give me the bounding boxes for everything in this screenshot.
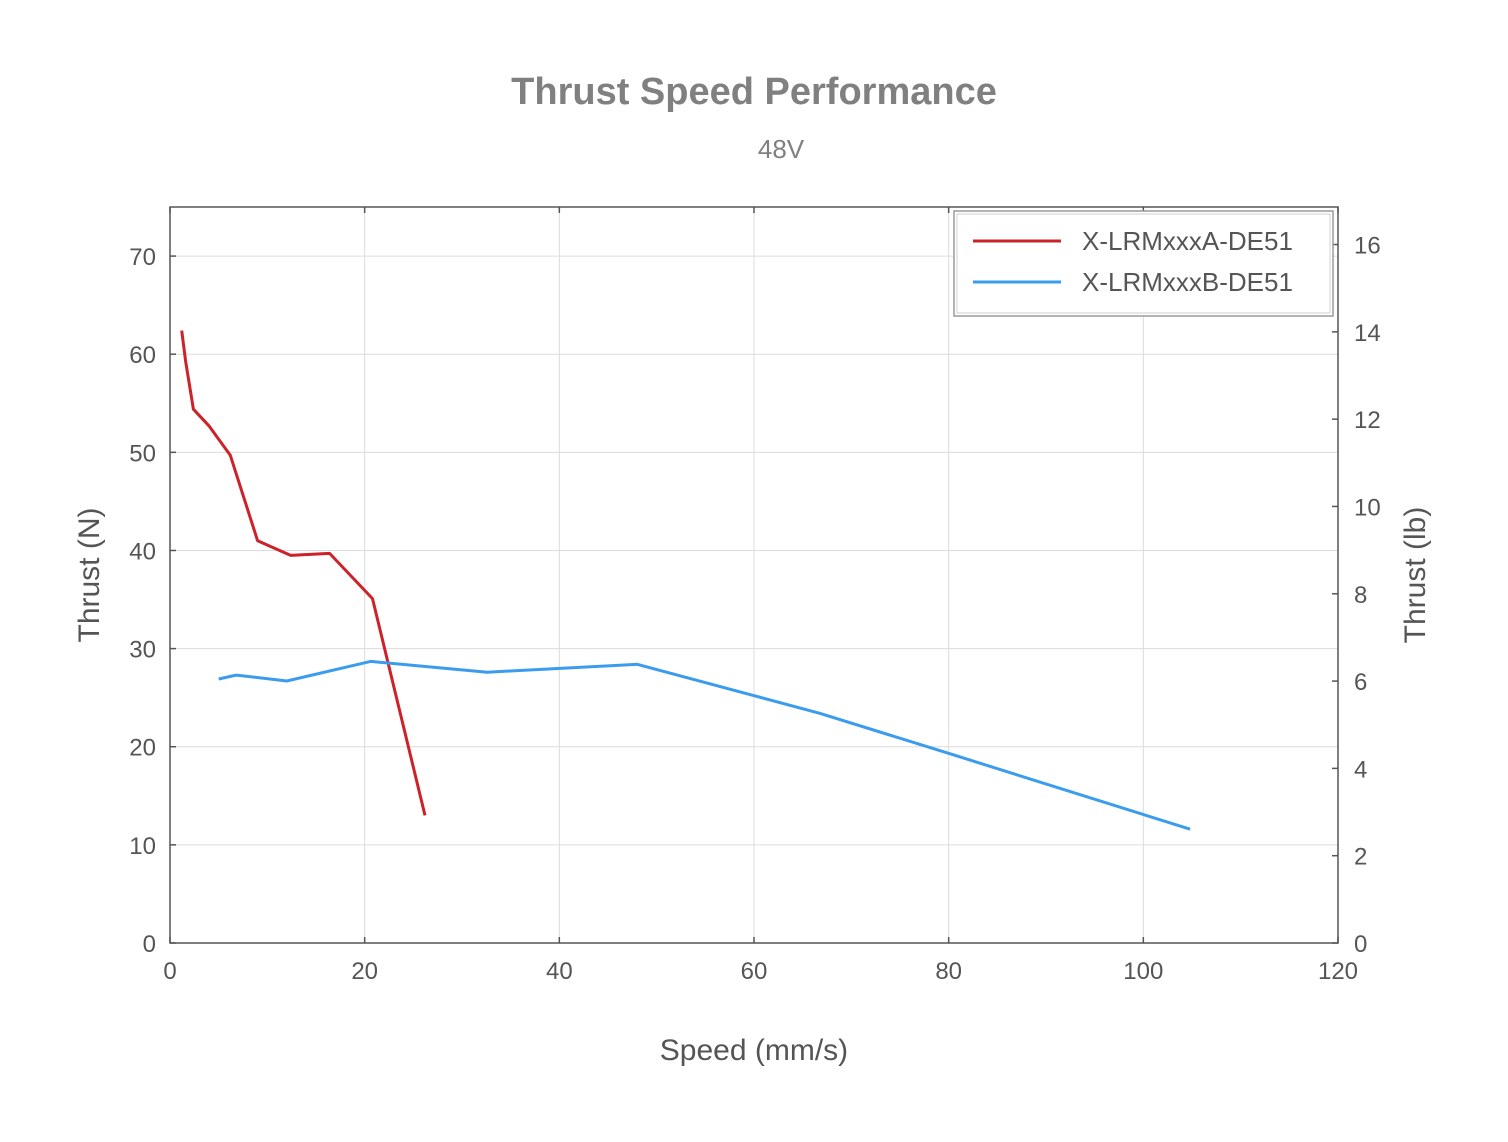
y2-tick-label: 10: [1354, 494, 1381, 521]
y-tick-label: 10: [129, 833, 156, 860]
chart-subtitle: 48V: [758, 134, 805, 164]
y-tick-label: 50: [129, 440, 156, 467]
x-tick-label: 80: [935, 958, 962, 985]
y2-tick-label: 4: [1354, 756, 1367, 783]
x-tick-label: 120: [1318, 958, 1358, 985]
gridlines: [169, 207, 1339, 944]
legend: X-LRMxxxA-DE51 X-LRMxxxB-DE51: [953, 210, 1334, 317]
y2-axis-label: Thrust (lb): [1399, 507, 1432, 644]
series-line-a: [180, 330, 427, 816]
y-tick-label: 0: [143, 931, 156, 958]
y-tick-label: 20: [129, 735, 156, 762]
y-tick-label: 40: [129, 538, 156, 565]
x-tick-label: 60: [741, 958, 768, 985]
legend-box: [953, 210, 1334, 317]
y2-tick-label: 8: [1354, 582, 1367, 609]
legend-label-series-a: X-LRMxxxA-DE51: [1082, 226, 1293, 256]
y2-tick-label: 14: [1354, 320, 1381, 347]
series-line-b: [218, 659, 1191, 831]
y2-tick-label: 0: [1354, 931, 1367, 958]
y2-tick-label: 12: [1354, 407, 1381, 434]
x-axis-label: Speed (mm/s): [660, 1034, 848, 1067]
legend-label-series-b: X-LRMxxxB-DE51: [1082, 267, 1293, 297]
y-tick-label: 70: [129, 244, 156, 271]
y2-tick-label: 16: [1354, 233, 1381, 260]
chart-title: Thrust Speed Performance: [511, 71, 997, 113]
y-tick-label: 30: [129, 637, 156, 664]
ticks: 0 20 40 60 80 100 1200102030405060700246810121…: [129, 207, 1381, 985]
y2-tick-label: 6: [1354, 669, 1367, 696]
x-tick-label: 100: [1123, 958, 1163, 985]
y-axis-label: Thrust (N): [73, 508, 106, 643]
x-tick-label: 20: [351, 958, 378, 985]
legend-box-inner: [956, 213, 1331, 314]
y2-tick-label: 2: [1354, 844, 1367, 871]
x-tick-label: 0: [163, 958, 176, 985]
y-tick-label: 60: [129, 342, 156, 369]
x-tick-label: 40: [546, 958, 573, 985]
series-layer: [180, 330, 1191, 831]
